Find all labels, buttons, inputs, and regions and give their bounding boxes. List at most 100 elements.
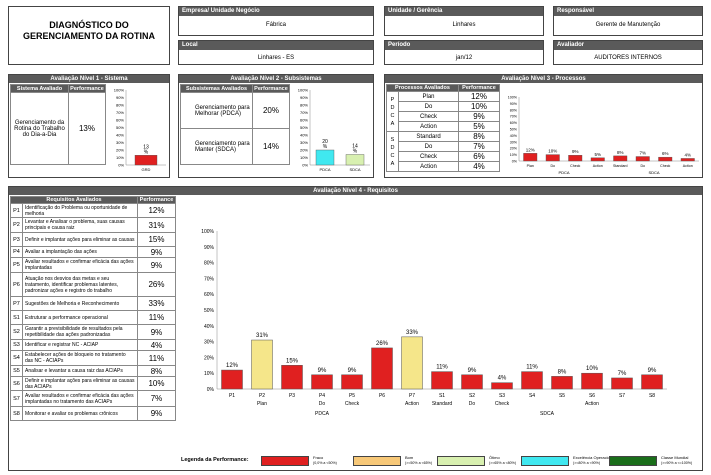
x-tick-label: Check <box>570 164 580 168</box>
x-tick-label: Do <box>640 164 645 168</box>
nivel1-perf: 13% <box>68 92 106 165</box>
req-text: Sugestões de Melhoria e Reconhecimento <box>22 296 138 311</box>
req-perf: 15% <box>137 232 176 247</box>
req-perf: 9% <box>137 324 176 340</box>
req-code: S5 <box>10 365 23 377</box>
empresa-value: Fábrica <box>265 22 286 28</box>
data-label: 9% <box>468 368 477 374</box>
legend-name: Ótimo <box>489 455 500 460</box>
x-subcat-label: Plan <box>257 401 267 407</box>
y-axis: 0% 10% 20% 30% 40% 50% 60% 70% 80% 90% 100% <box>508 96 518 164</box>
nivel3-panel: Avaliação Nível 3 - Processos Processos … <box>384 74 703 178</box>
bar <box>611 377 633 390</box>
y-tick-label: 0% <box>118 163 124 168</box>
table-row: S6 Definir e implantar ações para elimina… <box>10 376 176 391</box>
legend-item: Classe Mundial (>=90% a <=100%) <box>609 453 692 469</box>
x-tick-label: S1 <box>439 393 445 399</box>
nivel3-proc-1: Do <box>398 101 459 112</box>
y-tick-label: 20% <box>510 147 518 151</box>
req-text: Garantir a previsibilidade de resultados… <box>22 324 138 340</box>
legend-swatch <box>353 456 401 466</box>
req-perf: 11% <box>137 310 176 325</box>
data-label: % <box>353 149 358 155</box>
y-tick-label: 40% <box>300 133 308 138</box>
bar <box>345 154 365 166</box>
data-label: 9% <box>648 368 657 374</box>
y-axis: 0% 10% 20% 30% 40% 50% 60% 70% 80% 90% 100% <box>298 88 309 168</box>
x-tick-label: Do <box>550 164 555 168</box>
x-tick-label: S5 <box>559 393 565 399</box>
nivel1-chart: 0% 10% 20% 30% 40% 50% 60% 70% 80% 90% 100% 13% GRD <box>114 88 166 172</box>
nivel3-title: Avaliação Nível 3 - Processos <box>385 75 702 83</box>
req-code: S3 <box>10 339 23 351</box>
table-row: S2 Garantir a previsibilidade de resultad… <box>10 324 176 340</box>
data-label: 15% <box>286 358 299 364</box>
req-perf: 9% <box>137 257 176 273</box>
local-value: Linhares - ES <box>257 55 295 61</box>
y-tick-label: 90% <box>204 245 215 251</box>
y-tick-label: 40% <box>116 133 124 138</box>
x-tick-label: S7 <box>619 393 625 399</box>
req-text: Analisar e levantar a causa raiz das ACI… <box>22 365 138 377</box>
data-label: 6% <box>662 151 669 156</box>
req-text: Identificar e registrar NC - ACIAP <box>22 339 138 351</box>
data-label: 31% <box>256 333 269 339</box>
nivel3-perf-5: 7% <box>458 141 500 152</box>
nivel3-proc-7: Action <box>398 161 459 172</box>
nivel3-proc-0: Plan <box>398 91 459 102</box>
req-text: Avaliar resultados e confirmar eficácia … <box>22 390 138 407</box>
legend-range: (0,0% a <50%) <box>313 461 337 465</box>
y-tick-label: 10% <box>510 153 518 157</box>
data-label: 33% <box>406 330 419 336</box>
req-perf: 8% <box>137 365 176 377</box>
group-label-sdca: SDCA <box>540 411 555 417</box>
legend-item: Ótimo (>=65% a <80%) <box>437 453 517 469</box>
bar <box>641 374 663 390</box>
bar <box>590 157 605 162</box>
req-perf: 11% <box>137 350 176 366</box>
data-label: 11% <box>436 365 448 371</box>
x-tick-label: S3 <box>499 393 505 399</box>
nivel3-perf-7: 4% <box>458 161 500 172</box>
req-perf: 10% <box>137 376 176 391</box>
req-code: S8 <box>10 406 23 421</box>
table-row: P3 Definir e implantar ações para elimina… <box>10 232 176 247</box>
x-subcat-label: Action <box>585 401 599 407</box>
y-tick-label: 10% <box>300 155 308 160</box>
x-tick-label: P2 <box>259 393 265 399</box>
local-label: Local <box>179 41 373 50</box>
table-row: S7 Avaliar resultados e confirmar eficáci… <box>10 390 176 407</box>
req-code: S4 <box>10 350 23 366</box>
data-label: 26% <box>376 341 389 347</box>
table-row: P2 Levantar e Analisar o problema, suas c… <box>10 217 176 233</box>
bar <box>635 156 650 162</box>
nivel3-proc-4: Standard <box>398 131 459 142</box>
unidade-label: Unidade / Gerência <box>385 7 543 16</box>
legend-name: Excelência Operacional <box>573 455 616 460</box>
nivel4-title: Avaliação Nível 4 - Requisitos <box>9 187 702 195</box>
nivel2-col-sub: Subsistemas Avaliados <box>180 84 253 93</box>
y-tick-label: 60% <box>204 292 215 298</box>
y-tick-label: 90% <box>300 95 308 100</box>
req-code: P3 <box>10 232 23 247</box>
x-tick-label: GRD <box>142 167 151 172</box>
req-perf: 31% <box>137 217 176 233</box>
x-subcat-label: Do <box>319 401 326 407</box>
x-subcat-label: Action <box>405 401 419 407</box>
table-row: P1 Identificação do Problema ou oportunid… <box>10 203 176 218</box>
legend-item: Excelência Operacional (>=80% a <90%) <box>521 453 615 469</box>
avaliador-value: AUDITORES INTERNOS <box>594 55 662 61</box>
x-subcat-label: Check <box>345 401 360 407</box>
empresa-label: Empresa/ Unidade Negócio <box>179 7 373 16</box>
nivel1-col-sistema: Sistema Avaliado <box>10 84 69 93</box>
data-label: 8% <box>558 369 567 375</box>
group-label-pdca: PDCA <box>315 411 330 417</box>
legend: Legenda da Performance: Fraco (0,0% a <50… <box>181 453 701 469</box>
y-tick-label: 100% <box>114 88 125 93</box>
data-label: 5% <box>594 152 601 157</box>
x-tick-label: Action <box>683 164 693 168</box>
page-title: DIAGNÓSTICO DO GERENCIAMENTO DA ROTINA <box>22 20 155 41</box>
req-text: Definir e implantar ações para eliminar … <box>22 376 138 391</box>
nivel2-row-pdca: Gerenciamento para Melhorar (PDCA) <box>180 92 253 129</box>
req-text: Estabelecer ações de bloqueio no tratame… <box>22 350 138 366</box>
